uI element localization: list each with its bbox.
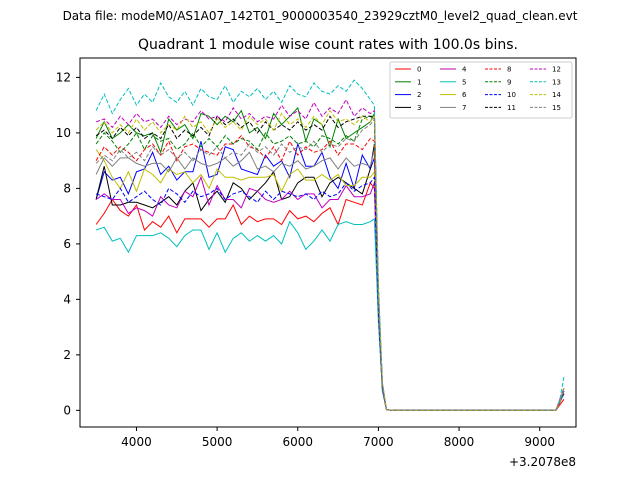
series-line-10 (95, 175, 565, 411)
series-line-14 (95, 109, 565, 411)
legend-label-0: 0 (417, 66, 421, 74)
series-line-6 (95, 149, 565, 411)
y-tick-label: 12 (56, 70, 71, 84)
series-line-5 (95, 217, 565, 411)
legend-label-9: 9 (507, 78, 511, 86)
y-tick-label: 2 (63, 348, 71, 362)
legend-label-13: 13 (552, 78, 561, 86)
x-tick-label: 5000 (202, 435, 233, 449)
legend-label-10: 10 (507, 91, 516, 99)
chart-title: Quadrant 1 module wise count rates with … (138, 37, 518, 53)
x-axis: 4000 5000 6000 7000 8000 9000 (121, 427, 555, 449)
series-layer (95, 79, 565, 411)
legend-label-4: 4 (462, 66, 467, 74)
y-tick-label: 8 (63, 181, 71, 195)
legend-label-7: 7 (462, 104, 466, 112)
legend-label-6: 6 (462, 91, 467, 99)
y-tick-label: 0 (63, 403, 71, 417)
legend-label-8: 8 (507, 66, 511, 74)
legend-label-15: 15 (552, 104, 561, 112)
series-line-3 (95, 143, 565, 411)
y-tick-label: 6 (63, 237, 71, 251)
legend-label-3: 3 (417, 104, 421, 112)
x-axis-offset-label: +3.2078e8 (509, 455, 576, 469)
figure-suptitle: Data file: modeM0/AS1A07_142T01_90000035… (63, 9, 578, 23)
y-tick-label: 4 (63, 292, 71, 306)
legend-frame (389, 61, 573, 119)
legend-label-11: 11 (507, 104, 516, 112)
y-tick-label: 10 (56, 126, 71, 140)
legend-label-2: 2 (417, 91, 421, 99)
series-line-9 (95, 115, 565, 411)
legend-label-12: 12 (552, 66, 561, 74)
x-tick-label: 8000 (444, 435, 475, 449)
x-tick-label: 4000 (121, 435, 152, 449)
legend-label-1: 1 (417, 78, 421, 86)
y-axis: 0 2 4 6 8 10 12 (56, 70, 80, 417)
legend-label-14: 14 (552, 91, 561, 99)
legend-label-5: 5 (462, 78, 466, 86)
series-line-12 (95, 98, 565, 411)
series-line-15 (95, 117, 565, 411)
x-tick-label: 9000 (524, 435, 555, 449)
series-line-7 (95, 149, 565, 411)
x-tick-label: 6000 (282, 435, 313, 449)
axes-frame (79, 57, 577, 428)
x-tick-label: 7000 (363, 435, 394, 449)
